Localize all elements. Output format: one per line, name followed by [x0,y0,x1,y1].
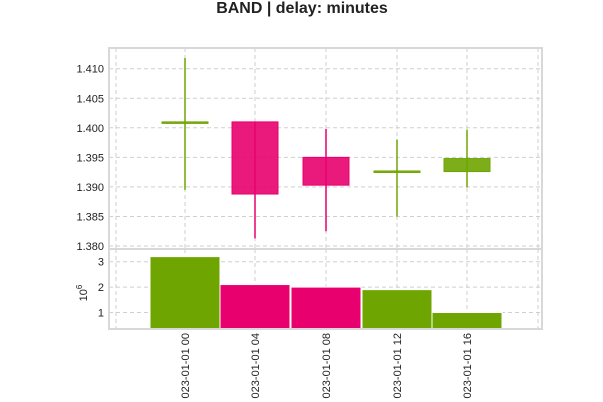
price-tick-label: 1.400 [76,123,104,135]
candle-body [443,158,491,173]
candle-body [161,121,209,124]
chart-title: BAND | delay: minutes [216,0,388,17]
x-tick-label: 023-01-01 12 [392,333,404,398]
x-tick-label: 023-01-01 16 [462,333,474,398]
price-tick-label: 1.390 [76,182,104,194]
price-tick-label: 1.410 [76,64,104,76]
x-tick-label: 023-01-01 04 [250,333,262,398]
x-tick-label: 023-01-01 08 [321,333,333,398]
price-tick-label: 1.380 [76,241,104,253]
volume-bar [219,284,291,330]
volume-multiplier-label: 106 [75,284,90,301]
x-tick-label: 023-01-01 00 [180,333,192,398]
volume-panel-frame [108,248,543,330]
price-tick-label: 1.385 [76,211,104,223]
volume-bar [431,311,503,330]
x-axis: 023-01-01 00 023-01-01 04 023-01-01 08 023-… [180,333,474,398]
price-tick-label: 1.405 [76,93,104,105]
volume-tick-label: 2 [98,282,104,294]
price-panel: 1.380 1.385 1.390 1.395 1.400 1.405 1.410 [76,47,543,253]
candle-body [373,170,421,173]
volume-tick-label: 1 [98,307,104,319]
price-tick-label: 1.395 [76,152,104,164]
candle-body [302,156,350,186]
volume-bar [361,289,433,330]
candle-body [231,121,279,195]
volume-panel: 1 2 3 [98,248,543,330]
volume-bar [290,286,362,330]
volume-bar [149,256,221,330]
volume-tick-label: 3 [98,257,104,269]
